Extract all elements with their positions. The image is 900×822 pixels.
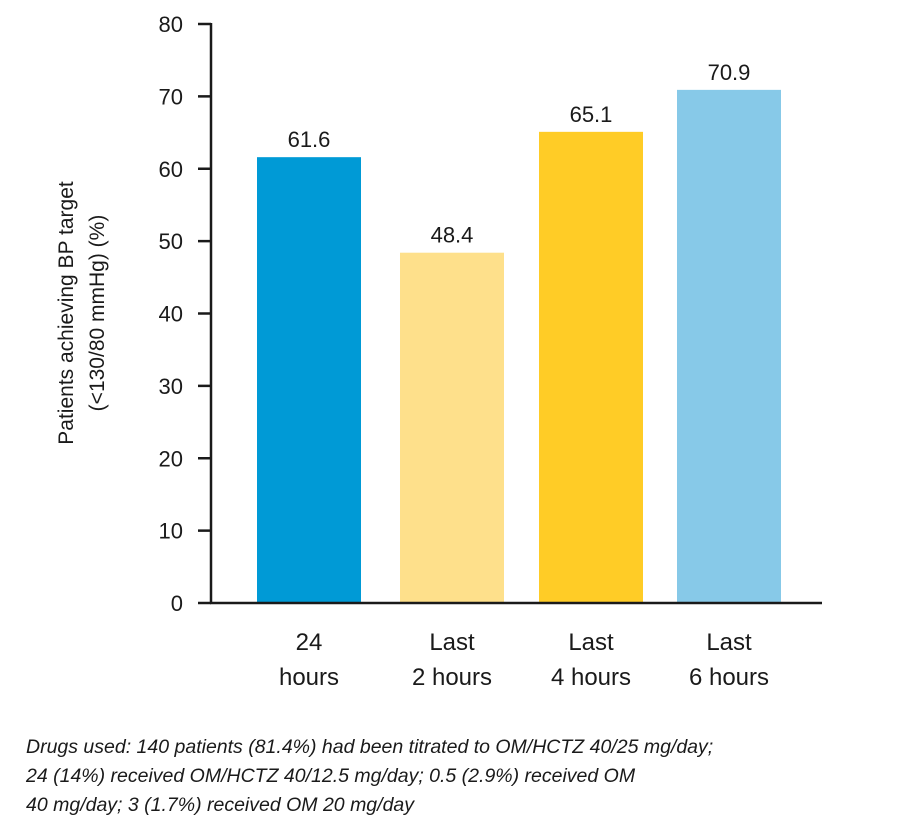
y-tick-label: 30 [159,374,183,399]
y-tick-label: 10 [159,519,183,544]
y-tick-label: 60 [159,157,183,182]
y-axis-title-line: (<130/80 mmHg) (%) [86,215,109,412]
x-tick-label: Last 2 hours [412,629,492,691]
y-tick-label: 40 [159,302,183,327]
footnote-line: 40 mg/day; 3 (1.7%) received OM 20 mg/da… [26,794,415,816]
y-axis-title-line: Patients achieving BP target [55,181,78,445]
y-axis-ticks: 0 10 20 30 40 50 60 70 80 [159,12,211,616]
x-tick-label: Last 4 hours [551,629,631,691]
x-tick-label-line: Last [429,629,475,656]
footnote-line: Drugs used: 140 patients (81.4%) had bee… [26,736,714,758]
x-tick-label-line: 24 [296,629,323,656]
x-tick-label-line: 2 hours [412,664,492,691]
bar-value-labels: 61.6 48.4 65.1 70.9 [288,60,751,248]
x-tick-label: Last 6 hours [689,629,769,691]
y-axis-label: Patients achieving BP target (<130/80 mmH… [55,181,109,445]
x-tick-label-line: Last [568,629,614,656]
x-tick-label-line: hours [279,664,339,691]
y-tick-label: 0 [171,591,183,616]
y-tick-label: 70 [159,84,183,109]
footnote-line: 24 (14%) received OM/HCTZ 40/12.5 mg/day… [26,765,636,787]
x-axis-tick-labels: 24 hours Last 2 hours Last 4 hours Last 6 hours [279,629,769,691]
x-tick-label-line: Last [706,629,752,656]
footnote: Drugs used: 140 patients (81.4%) had bee… [26,733,886,820]
bar [539,131,643,603]
x-tick-label: 24 hours [279,629,339,691]
bar-value-label: 70.9 [708,60,751,85]
y-tick-label: 80 [159,12,183,37]
bar-value-label: 61.6 [288,127,331,152]
bar-value-label: 48.4 [431,223,474,248]
y-tick-label: 50 [159,229,183,254]
y-tick-label: 20 [159,446,183,471]
bar [677,89,781,603]
bar-chart: Patients achieving BP target (<130/80 mmH… [55,12,822,691]
x-tick-label-line: 4 hours [551,664,631,691]
y-axis-title: Patients achieving BP target (<130/80 mmH… [55,181,109,445]
bar [257,157,361,604]
bar-value-label: 65.1 [570,102,613,127]
bars [257,89,781,604]
bar [400,252,504,603]
x-tick-label-line: 6 hours [689,664,769,691]
